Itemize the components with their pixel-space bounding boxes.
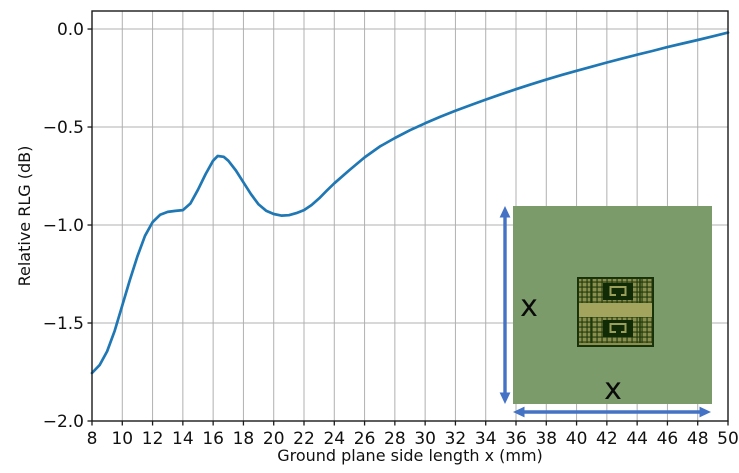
y-axis-label: Relative RLG (dB) [15,146,34,287]
x-tick-label: 30 [414,429,436,449]
y-tick-label: −1.0 [43,216,84,236]
y-tick-label: 0.0 [57,20,84,40]
x-tick-label: 44 [626,429,648,449]
x-tick-label: 16 [202,429,224,449]
x-tick-label: 38 [535,429,557,449]
y-tick-label: −2.0 [43,412,84,432]
x-tick-label: 32 [445,429,467,449]
rlg-curve [90,31,730,375]
plot-border [91,10,729,422]
x-tick-label: 22 [293,429,315,449]
x-tick-label: 26 [354,429,376,449]
x-tick-label: 8 [87,429,98,449]
x-tick-label: 46 [657,429,679,449]
y-tick-label: −1.5 [43,314,84,334]
x-tick-label: 48 [687,429,709,449]
x-axis-label: Ground plane side length x (mm) [277,446,543,465]
y-tick-label: −0.5 [43,118,84,138]
x-tick-label: 36 [505,429,527,449]
x-tick-label: 34 [475,429,497,449]
x-tick-label: 10 [111,429,133,449]
x-tick-label: 50 [717,429,739,449]
x-tick-label: 42 [596,429,618,449]
x-tick-label: 24 [323,429,345,449]
x-tick-label: 14 [172,429,194,449]
x-tick-label: 18 [233,429,255,449]
x-tick-label: 40 [566,429,588,449]
x-tick-label: 12 [142,429,164,449]
x-tick-label: 20 [263,429,285,449]
x-tick-label: 28 [384,429,406,449]
